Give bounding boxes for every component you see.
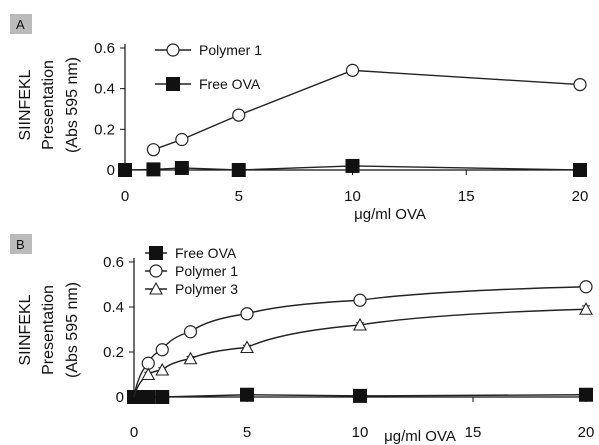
legend-label: Polymer 1 <box>175 263 238 279</box>
data-point <box>345 158 360 173</box>
data-point <box>231 163 246 177</box>
panel-badge <box>10 234 32 254</box>
data-point <box>118 163 132 177</box>
y-tick-label: 0 <box>116 389 124 406</box>
panel-badge <box>10 14 32 34</box>
data-point <box>240 340 254 354</box>
data-point <box>174 160 189 175</box>
data-point <box>146 162 161 177</box>
data-point <box>573 163 587 177</box>
x-axis-title: μg/ml OVA <box>384 428 456 445</box>
data-point <box>232 108 246 122</box>
y-axis-title: (Abs 595 nm) <box>64 282 81 378</box>
data-point <box>240 387 254 402</box>
data-point <box>573 77 587 92</box>
legend-marker <box>166 77 180 91</box>
panel-label: A <box>16 17 25 32</box>
legend-marker <box>166 43 180 57</box>
data-point <box>240 307 254 321</box>
y-tick-label: 0.2 <box>103 344 124 361</box>
x-tick-label: 10 <box>344 188 361 205</box>
x-tick-label: 15 <box>458 188 475 205</box>
data-point <box>353 317 367 331</box>
legend-marker <box>149 281 163 295</box>
data-point <box>353 388 367 403</box>
data-point <box>155 362 170 376</box>
y-axis-title: SIINFEKL <box>17 294 34 365</box>
data-point <box>579 280 593 294</box>
x-tick-label: 15 <box>465 424 482 441</box>
legend-label: Free OVA <box>199 76 261 92</box>
legend: Free OVA Polymer 1 Polymer 3 <box>145 245 238 297</box>
y-tick-label: 0.6 <box>103 254 124 271</box>
x-tick-label: 20 <box>572 188 589 205</box>
y-tick-label: 0.4 <box>94 81 115 98</box>
legend-marker <box>149 246 163 260</box>
x-axis-title: μg/ml OVA <box>354 206 426 223</box>
legend: Polymer 1 Free OVA <box>155 42 262 92</box>
data-point <box>175 132 189 147</box>
chart-panel-b: B 0 0.2 0.4 0.6 0 5 10 15 20 μg/ml OVA SIINFEKL Pres… <box>10 234 594 445</box>
data-point <box>345 63 360 77</box>
legend-label: Free OVA <box>175 245 237 261</box>
data-point <box>353 293 367 307</box>
y-tick-label: 0.2 <box>94 121 115 138</box>
series-free-ova <box>118 158 587 177</box>
legend-label: Polymer 3 <box>175 281 238 297</box>
y-axis-title: Presentation <box>40 60 57 150</box>
data-point <box>146 143 161 157</box>
data-point <box>141 367 156 381</box>
x-tick-label: 0 <box>121 188 129 205</box>
data-point <box>155 390 170 404</box>
y-axis-title: (Abs 595 nm) <box>64 57 81 153</box>
x-tick-label: 0 <box>130 424 138 441</box>
y-tick-label: 0.4 <box>103 299 124 316</box>
x-tick-label: 5 <box>243 424 251 441</box>
y-tick-label: 0 <box>107 162 115 179</box>
x-tick-label: 20 <box>578 424 595 441</box>
data-point <box>579 302 593 315</box>
data-point <box>155 343 169 357</box>
legend-label: Polymer 1 <box>199 42 262 58</box>
data-point <box>183 325 198 339</box>
data-point <box>141 390 156 404</box>
y-tick-label: 0.6 <box>94 40 115 57</box>
panel-label: B <box>16 237 25 252</box>
y-axis-title: SIINFEKL <box>17 69 34 140</box>
series-polymer-3 <box>133 302 593 398</box>
chart-panel-a: A 0 0.2 0.4 0.6 0 5 10 15 20 μg/ml OVA SIINFEKL Pres… <box>10 14 588 223</box>
y-axis-title: Presentation <box>40 285 57 375</box>
data-point <box>183 351 198 365</box>
series-polymer-1 <box>133 280 593 398</box>
series-polymer-1 <box>146 63 587 157</box>
x-tick-label: 10 <box>352 424 369 441</box>
legend-marker <box>149 264 163 278</box>
series-free-ova <box>127 387 593 404</box>
x-tick-label: 5 <box>235 188 243 205</box>
data-point <box>579 387 593 402</box>
